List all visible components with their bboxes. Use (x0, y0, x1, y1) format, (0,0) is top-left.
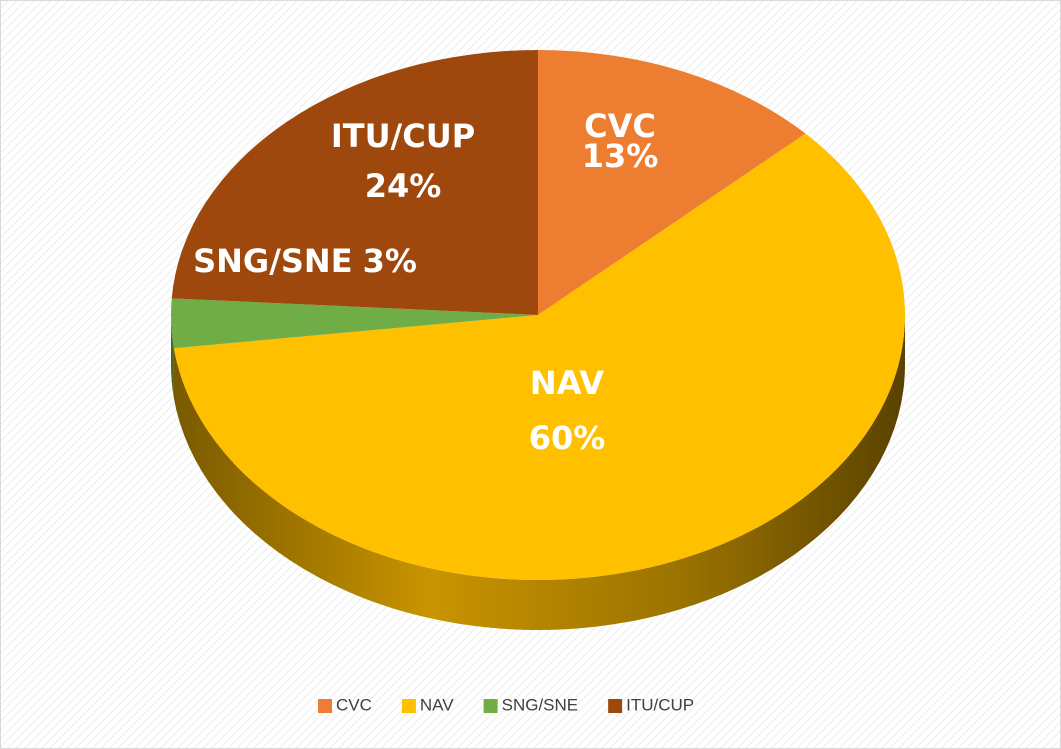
slice-side (173, 315, 906, 631)
plot: CVC 13% NAV 60% SNG/SNE 3% ITU/CUP 24% (171, 50, 906, 631)
slice (171, 50, 539, 315)
data-label-name: NAV (530, 364, 604, 402)
data-label-value: 13% (582, 137, 659, 175)
data-label-name: CVC (584, 107, 656, 145)
slice (173, 133, 906, 580)
data-label: CVC 13% (582, 107, 659, 175)
slice (171, 298, 538, 349)
data-label-value: 3% (363, 242, 417, 280)
legend-swatch (483, 699, 498, 713)
legend-label: ITU/CUP (626, 695, 694, 714)
legend-swatch (608, 699, 623, 713)
legend-swatch (318, 699, 332, 713)
data-label-value: 60% (529, 419, 606, 457)
data-label-value: 24% (365, 167, 442, 205)
legend-label: CVC (336, 695, 372, 714)
slice (538, 50, 806, 315)
legend-label: SNG/SNE (502, 695, 579, 714)
data-label: SNG/SNE 3% (193, 242, 417, 280)
legend-label: NAV (420, 695, 454, 714)
data-label-name: ITU/CUP (331, 117, 475, 155)
data-label-name: SNG/SNE (193, 242, 352, 280)
legend: CVC NAV SNG/SNE ITU/CUP (318, 695, 694, 714)
legend-swatch (401, 699, 416, 713)
data-label: ITU/CUP 24% (331, 117, 475, 205)
slice-side (171, 315, 174, 399)
data-label: NAV 60% (529, 364, 606, 457)
